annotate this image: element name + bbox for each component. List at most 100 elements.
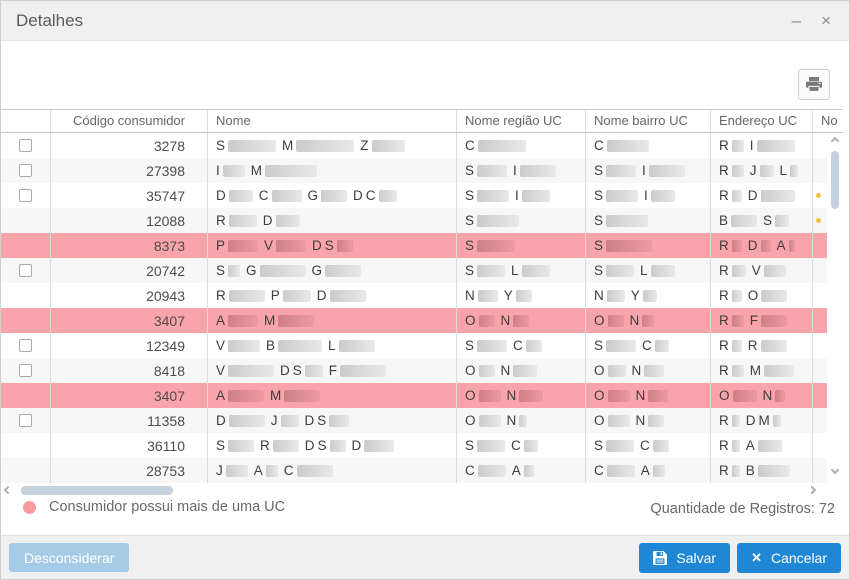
redacted-text-block bbox=[228, 439, 255, 452]
redacted-name-initial: N bbox=[635, 413, 646, 428]
row-checkbox[interactable] bbox=[19, 339, 32, 352]
redacted-text-block bbox=[731, 464, 740, 477]
scroll-down-icon[interactable] bbox=[830, 465, 840, 475]
redacted-name-initial: F bbox=[328, 363, 338, 378]
redacted-text-block bbox=[296, 464, 333, 477]
print-button[interactable] bbox=[798, 69, 830, 100]
redacted-text-block bbox=[284, 389, 321, 402]
table-row[interactable]: 36110 S R D S D S C S C R A bbox=[1, 433, 843, 458]
truncated-cell bbox=[813, 183, 843, 208]
codigo-consumidor-cell: 28753 bbox=[51, 458, 208, 483]
redacted-name-initial: L bbox=[640, 263, 648, 278]
row-checkbox[interactable] bbox=[19, 139, 32, 152]
codigo-consumidor-cell: 3407 bbox=[51, 308, 208, 333]
table-row[interactable]: 3278 S M Z C C R I bbox=[1, 133, 843, 158]
vertical-scrollbar[interactable] bbox=[827, 133, 843, 483]
redacted-name-initial: C bbox=[594, 138, 604, 153]
row-checkbox[interactable] bbox=[19, 264, 32, 277]
salvar-label: Salvar bbox=[676, 549, 717, 566]
redacted-name-initial: R bbox=[260, 438, 270, 453]
redacted-text-block bbox=[523, 439, 538, 452]
row-checkbox[interactable] bbox=[19, 364, 32, 377]
redacted-name-initial: S bbox=[465, 163, 475, 178]
redacted-text-block bbox=[228, 214, 257, 227]
printer-icon bbox=[805, 76, 823, 93]
cancelar-button[interactable]: ✕ Cancelar bbox=[737, 542, 841, 573]
redacted-name-initial: D bbox=[745, 413, 756, 428]
horizontal-scrollbar-thumb[interactable] bbox=[21, 485, 173, 495]
redacted-name-initial: R bbox=[719, 338, 729, 353]
table-row[interactable]: 11358 D J D S O N O N R D M bbox=[1, 408, 843, 433]
desconsiderar-button[interactable]: Desconsiderar bbox=[9, 543, 130, 572]
table-row[interactable]: 12088 R D S S B S bbox=[1, 208, 843, 233]
legend: Consumidor possui mais de uma UC bbox=[23, 499, 285, 515]
redacted-name-initial: A bbox=[253, 463, 263, 478]
close-icon[interactable]: × bbox=[821, 11, 831, 30]
redacted-text-block bbox=[732, 389, 757, 402]
codigo-consumidor-cell: 3407 bbox=[51, 383, 208, 408]
table-row[interactable]: 28753 J A C C A C A R B bbox=[1, 458, 843, 483]
table-row[interactable]: 12349 V B L S C S C R R bbox=[1, 333, 843, 358]
row-checkbox[interactable] bbox=[19, 189, 32, 202]
redacted-name-initial: O bbox=[465, 363, 476, 378]
redacted-text-block bbox=[519, 164, 556, 177]
redacted-name-initial: R bbox=[719, 463, 729, 478]
redacted-name-initial: D bbox=[304, 438, 315, 453]
header-codigo-consumidor: Código consumidor bbox=[51, 110, 208, 132]
table-row[interactable]: 27398 I M S I S I R J L bbox=[1, 158, 843, 183]
scroll-left-icon[interactable] bbox=[3, 485, 13, 495]
redacted-text-block bbox=[775, 214, 790, 227]
row-checkbox[interactable] bbox=[19, 164, 32, 177]
redacted-name-initial: C bbox=[642, 338, 652, 353]
table-row[interactable]: 20943 R P D N Y N Y R O bbox=[1, 283, 843, 308]
scroll-up-icon[interactable] bbox=[830, 136, 840, 146]
row-checkbox[interactable] bbox=[19, 414, 32, 427]
checkbox-cell bbox=[1, 433, 51, 458]
scroll-right-icon[interactable] bbox=[807, 485, 817, 495]
redacted-name-initial: I bbox=[216, 163, 220, 178]
redacted-text-block bbox=[764, 364, 794, 377]
redacted-name-initial: B bbox=[719, 213, 729, 228]
redacted-text-block bbox=[606, 464, 635, 477]
table-row[interactable]: 20742 S G G S L S L R V bbox=[1, 258, 843, 283]
redacted-text-block bbox=[731, 314, 744, 327]
redacted-name-initial: D bbox=[262, 213, 273, 228]
redacted-name-initial: M bbox=[270, 388, 282, 403]
regiao-cell: S bbox=[457, 208, 586, 233]
table-row[interactable]: 8418 V D S F O N O N R M bbox=[1, 358, 843, 383]
checkbox-cell bbox=[1, 133, 51, 158]
header-nome: Nome bbox=[208, 110, 457, 132]
legend-label: Consumidor possui mais de uma UC bbox=[49, 499, 286, 515]
vertical-scrollbar-thumb[interactable] bbox=[831, 151, 839, 209]
minimize-icon[interactable]: – bbox=[791, 11, 802, 30]
table-row[interactable]: 8373 P V D S S S R D A bbox=[1, 233, 843, 258]
redacted-text-block bbox=[329, 289, 366, 302]
codigo-consumidor-cell: 11358 bbox=[51, 408, 208, 433]
redacted-text-block bbox=[228, 189, 253, 202]
redacted-text-block bbox=[228, 264, 241, 277]
checkbox-cell bbox=[1, 283, 51, 308]
redacted-name-initial: R bbox=[719, 263, 729, 278]
redacted-name-initial: V bbox=[751, 263, 761, 278]
save-icon bbox=[653, 550, 668, 565]
codigo-consumidor-cell: 12088 bbox=[51, 208, 208, 233]
table-row[interactable]: 3407 A M O N O N R F bbox=[1, 308, 843, 333]
horizontal-scrollbar[interactable] bbox=[1, 484, 843, 496]
redacted-text-block bbox=[606, 439, 635, 452]
redacted-text-block bbox=[477, 214, 520, 227]
redacted-name-initial: N bbox=[631, 363, 642, 378]
table-row[interactable]: 35747 D C G D C S I S I R D bbox=[1, 183, 843, 208]
redacted-name-initial: J bbox=[216, 463, 223, 478]
redacted-text-block bbox=[650, 264, 675, 277]
salvar-button[interactable]: Salvar bbox=[639, 542, 731, 573]
table-row[interactable]: 3407 A M O N O N O N bbox=[1, 383, 843, 408]
redacted-name-initial: R bbox=[719, 288, 729, 303]
